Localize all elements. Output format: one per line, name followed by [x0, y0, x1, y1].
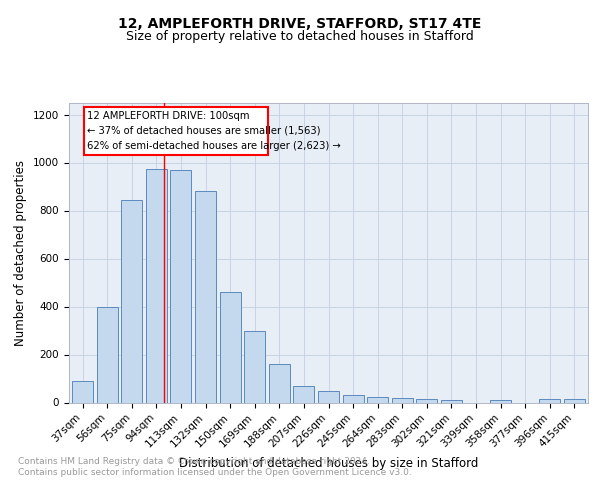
Y-axis label: Number of detached properties: Number of detached properties — [14, 160, 28, 346]
Bar — [244, 330, 265, 402]
Bar — [195, 192, 216, 402]
Bar — [318, 390, 339, 402]
Bar — [293, 386, 314, 402]
Bar — [220, 292, 241, 403]
Bar — [170, 170, 191, 402]
Bar — [564, 399, 585, 402]
Bar — [72, 381, 93, 402]
Bar — [392, 398, 413, 402]
Bar — [269, 364, 290, 403]
Text: 12 AMPLEFORTH DRIVE: 100sqm
← 37% of detached houses are smaller (1,563)
62% of : 12 AMPLEFORTH DRIVE: 100sqm ← 37% of det… — [88, 111, 341, 150]
Bar — [441, 400, 462, 402]
Bar — [146, 168, 167, 402]
Bar — [367, 396, 388, 402]
X-axis label: Distribution of detached houses by size in Stafford: Distribution of detached houses by size … — [179, 458, 478, 470]
Bar — [343, 396, 364, 402]
Text: 12, AMPLEFORTH DRIVE, STAFFORD, ST17 4TE: 12, AMPLEFORTH DRIVE, STAFFORD, ST17 4TE — [118, 18, 482, 32]
Bar — [84, 108, 268, 156]
Bar — [121, 200, 142, 402]
Text: Size of property relative to detached houses in Stafford: Size of property relative to detached ho… — [126, 30, 474, 43]
Bar — [416, 399, 437, 402]
Text: Contains HM Land Registry data © Crown copyright and database right 2024.
Contai: Contains HM Land Registry data © Crown c… — [18, 458, 412, 477]
Bar — [97, 306, 118, 402]
Bar — [539, 399, 560, 402]
Bar — [490, 400, 511, 402]
